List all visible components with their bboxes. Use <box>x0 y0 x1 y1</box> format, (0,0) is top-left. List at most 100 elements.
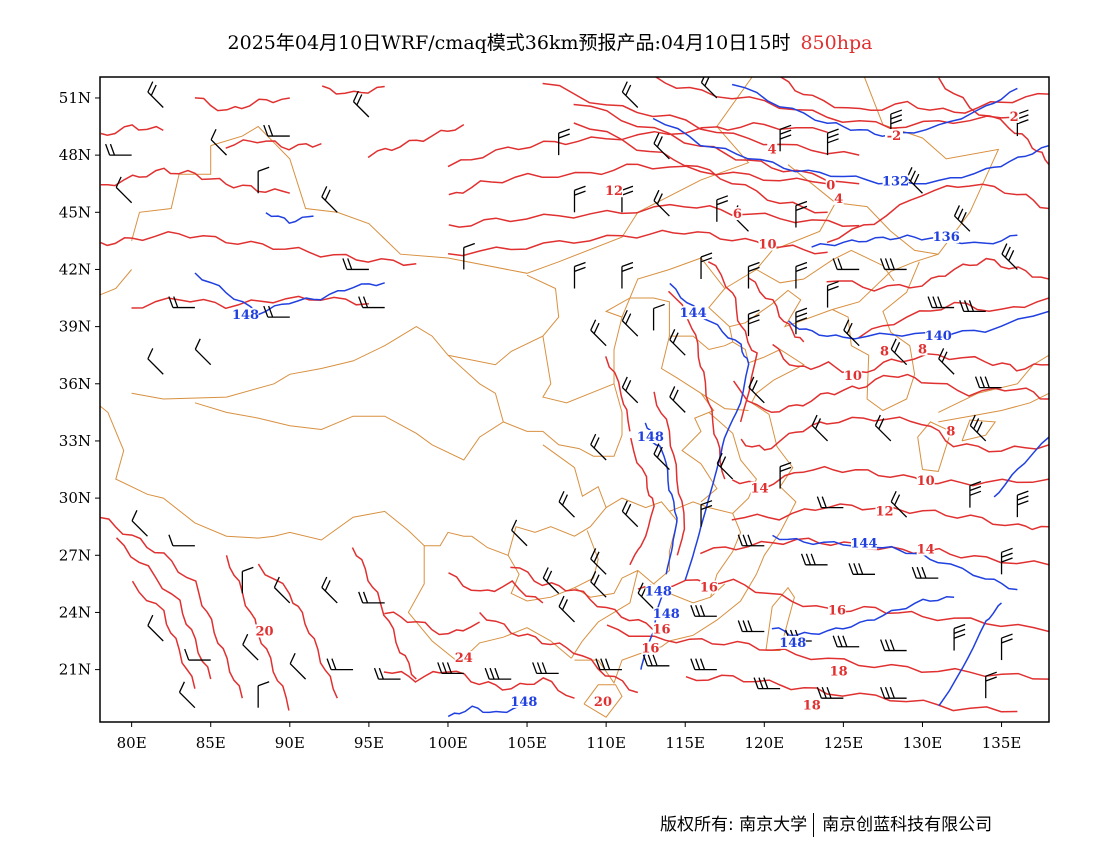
contour-label-bg <box>758 237 777 251</box>
wind-barb <box>811 414 829 442</box>
wind-barb <box>800 553 828 566</box>
contour-label-bg <box>916 473 935 487</box>
temperature-contour <box>938 77 1049 166</box>
temperature-contour <box>257 563 338 699</box>
temperature-contour <box>100 167 291 194</box>
temperature-contour <box>384 611 480 636</box>
wind-barb <box>511 519 528 547</box>
geopotential-contour <box>771 595 955 637</box>
temperature-contour <box>748 277 805 343</box>
geopotential-contour <box>194 272 385 316</box>
lon-tick-label: 120E <box>745 734 785 752</box>
temperature-contour <box>479 611 639 694</box>
wind-barb <box>321 576 338 604</box>
contour-label: 148 <box>653 607 680 622</box>
contour-label-bg <box>925 329 952 343</box>
contour-label-bg <box>875 504 894 518</box>
wind-barb <box>669 386 686 413</box>
wind-barb <box>652 303 665 331</box>
contour-label: 132 <box>882 175 909 190</box>
wind-barb <box>779 124 792 152</box>
wind-barb <box>273 576 291 604</box>
wind-barb <box>358 296 385 309</box>
boundary-line <box>131 326 504 461</box>
contour-label: 16 <box>828 603 846 618</box>
wind-barb <box>700 252 713 279</box>
temperature-contour <box>732 465 1049 490</box>
wind-barb <box>573 261 586 289</box>
contour-label: 144 <box>850 537 877 552</box>
contour-label: 144 <box>680 306 707 321</box>
contour-label: 14 <box>917 542 935 557</box>
contour-label-bg <box>779 635 806 649</box>
wind-barb <box>241 566 254 594</box>
contour-label: 10 <box>844 369 862 384</box>
wind-barb <box>263 124 290 137</box>
lat-tick-label: 42N <box>59 260 91 278</box>
wind-barb <box>880 686 907 699</box>
wind-barb <box>358 591 385 604</box>
boundary-line <box>669 501 742 598</box>
wind-barb <box>621 261 634 289</box>
wind-barb <box>352 90 370 118</box>
wind-barb <box>747 261 760 289</box>
wind-barb <box>131 510 148 537</box>
geopotential-contour <box>788 310 1049 340</box>
map-frame <box>99 76 1050 723</box>
contour-label-bg <box>255 624 274 638</box>
contour-label-bg <box>593 694 612 708</box>
temperature-contour <box>194 97 290 112</box>
temperature-contour <box>654 77 1018 130</box>
wind-barb <box>178 681 196 709</box>
copyright-left: 版权所有: 南京大学 <box>660 815 808 835</box>
longitude-axis: 80E 85E 90E 95E 100E 105E 110E 115E 120E 125E 130E… <box>117 722 1021 752</box>
lon-tick-label: 100E <box>428 734 468 752</box>
boundary-line <box>961 419 997 442</box>
lon-tick-label: 95E <box>354 734 384 752</box>
wind-barb <box>168 534 195 547</box>
wind-barb <box>653 189 670 217</box>
wind-barb <box>105 143 132 156</box>
geopotential-contour <box>669 282 750 581</box>
title-level: 850hpa <box>800 32 873 54</box>
geopotential-contour <box>811 234 1018 248</box>
contour-label-bg <box>850 536 877 550</box>
wind-barb <box>832 635 860 648</box>
wind-barb <box>263 305 290 318</box>
wind-barb <box>716 195 729 222</box>
wind-barb <box>690 605 717 617</box>
wind-barb <box>748 376 765 404</box>
wind-barb <box>147 348 164 375</box>
contour-label: 148 <box>645 584 672 599</box>
contour-label-bg <box>829 664 848 678</box>
temperature-contour <box>383 670 575 699</box>
wind-barb <box>242 633 259 661</box>
contour-label: 24 <box>455 651 473 666</box>
wind-barb <box>184 648 211 661</box>
wind-barb <box>463 242 476 270</box>
temperature-contour <box>780 77 1049 114</box>
contour-label-bg <box>825 178 836 192</box>
lon-tick-label: 115E <box>665 734 705 752</box>
wind-barb <box>532 662 559 675</box>
contour-label: 16 <box>641 642 659 657</box>
wind-barb <box>669 329 686 356</box>
contour-label: 10 <box>758 238 776 253</box>
temperature-contour <box>100 516 244 699</box>
wind-barb <box>1000 547 1013 575</box>
boundary-line <box>583 684 623 718</box>
wind-barb <box>795 200 808 228</box>
country-boundaries <box>100 77 1049 718</box>
temperature-contour <box>858 297 1049 339</box>
contour-label-bg <box>917 342 928 356</box>
wind-barb <box>642 654 670 667</box>
contour-label: 8 <box>946 424 955 439</box>
boundary-line <box>765 586 795 651</box>
wind-barb <box>168 296 195 309</box>
contour-label: 18 <box>803 699 821 714</box>
boundary-line <box>424 531 472 547</box>
temperature-contour <box>100 231 417 267</box>
lat-tick-label: 48N <box>59 146 91 164</box>
temperature-contour <box>826 257 1049 292</box>
